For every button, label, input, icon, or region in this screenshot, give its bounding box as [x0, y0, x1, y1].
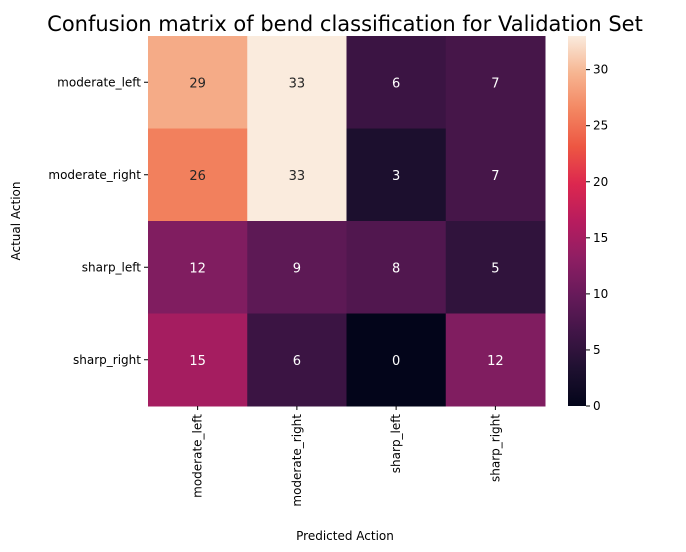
colorbar-tick-label: 15 — [593, 231, 608, 245]
cell-value-label: 6 — [392, 76, 400, 91]
heatmap-cell — [247, 313, 347, 407]
colorbar-tick-label: 5 — [593, 343, 601, 357]
heatmap-cells — [148, 36, 546, 407]
heatmap-cell — [148, 313, 248, 407]
cell-value-label: 8 — [392, 261, 400, 276]
heatmap-cell — [346, 313, 447, 407]
x-tick-label: moderate_right — [290, 414, 304, 507]
y-tick-label: moderate_left — [57, 75, 141, 89]
colorbar-ticks: 0 5 10 15 20 25 30 — [586, 63, 608, 413]
cell-value-label: 12 — [487, 354, 504, 369]
y-axis-ticks: moderate_left moderate_right sharp_leftsha… — [48, 75, 148, 367]
cell-value-label: 7 — [491, 169, 499, 184]
heatmap-cell — [247, 128, 347, 222]
x-axis-ticks: moderate_left moderate_right sharp_left sha… — [191, 406, 502, 507]
heatmap-cell-labels: 29 33 6 726 33 3 712 9 8 515 6 0 12 — [189, 76, 503, 369]
heatmap-cell — [445, 36, 546, 129]
x-axis-label: Predicted Action — [296, 529, 394, 543]
cell-value-label: 15 — [189, 354, 206, 369]
cell-value-label: 9 — [293, 261, 301, 276]
y-tick-label: sharp_left — [82, 260, 141, 274]
y-tick-label: moderate_right — [48, 168, 141, 182]
cell-value-label: 33 — [289, 76, 306, 91]
cell-value-label: 12 — [189, 261, 206, 276]
cell-value-label: 26 — [189, 169, 206, 184]
cell-value-label: 3 — [392, 169, 400, 184]
cell-value-label: 5 — [491, 261, 499, 276]
heatmap-cell — [445, 128, 546, 222]
cell-value-label: 6 — [293, 354, 301, 369]
heatmap-cell — [346, 128, 447, 222]
colorbar-tick-label: 0 — [593, 399, 601, 413]
heatmap-cell — [445, 221, 546, 314]
cell-value-label: 7 — [491, 76, 499, 91]
colorbar — [568, 36, 586, 406]
colorbar-tick-label: 25 — [593, 119, 608, 133]
heatmap-cell — [346, 36, 447, 129]
colorbar-tick-label: 30 — [593, 63, 608, 77]
x-tick-label: sharp_left — [389, 414, 403, 473]
x-tick-label: sharp_right — [488, 414, 502, 482]
colorbar-tick-label: 10 — [593, 287, 608, 301]
heatmap-cell — [445, 313, 546, 407]
cell-value-label: 29 — [189, 76, 206, 91]
x-tick-label: moderate_left — [191, 414, 205, 498]
cell-value-label: 33 — [289, 169, 306, 184]
heatmap-cell — [148, 221, 248, 314]
y-tick-label: sharp_right — [73, 353, 141, 367]
heatmap-cell — [148, 36, 248, 129]
colorbar-tick-label: 20 — [593, 175, 608, 189]
heatmap-cell — [346, 221, 447, 314]
chart-title: Confusion matrix of bend classification … — [47, 12, 643, 36]
heatmap-cell — [247, 36, 347, 129]
cell-value-label: 0 — [392, 354, 400, 369]
heatmap-cell — [247, 221, 347, 314]
heatmap-cell — [148, 128, 248, 222]
y-axis-label: Actual Action — [9, 182, 23, 261]
